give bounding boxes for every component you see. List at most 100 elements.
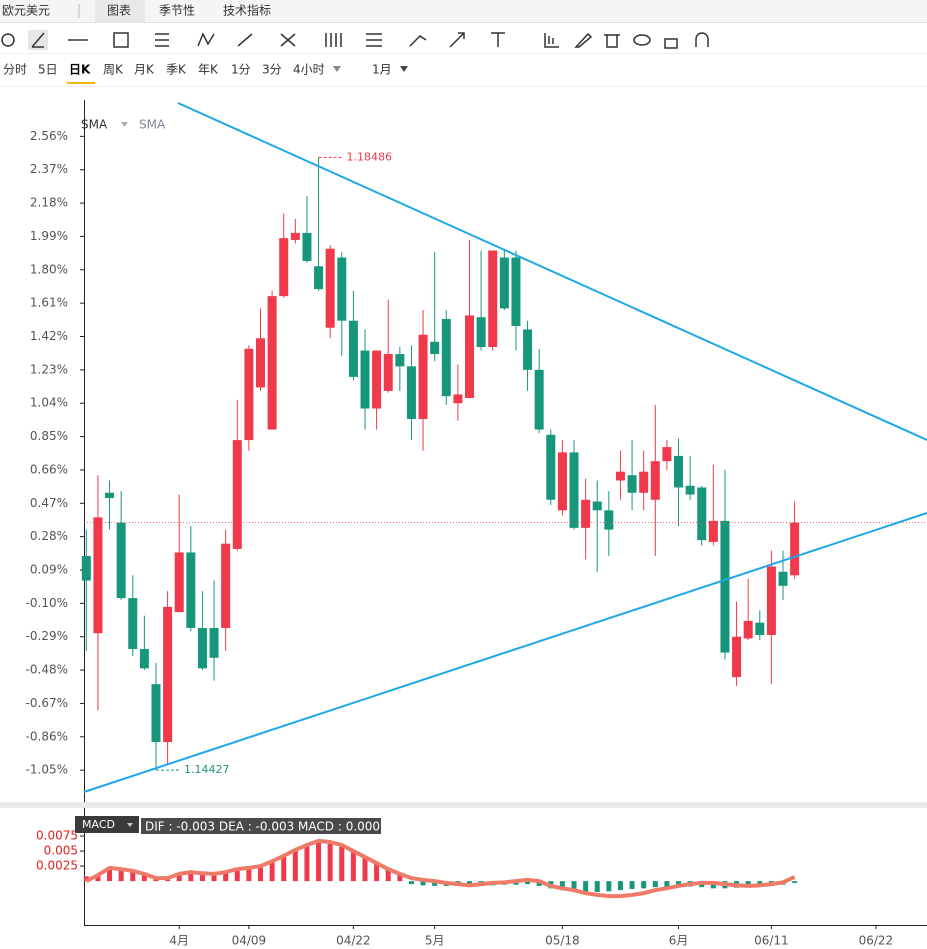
histogram-bar	[617, 881, 623, 891]
candle-body	[221, 543, 231, 628]
x-tick-label: 5月	[425, 934, 445, 948]
histogram-bar	[211, 873, 217, 882]
histogram-bar	[792, 881, 798, 883]
trend-line[interactable]	[177, 102, 927, 441]
period[interactable]: 日K	[69, 63, 91, 77]
histogram-bar	[583, 881, 589, 892]
tool-icon[interactable]	[604, 34, 620, 48]
macd-line	[85, 838, 796, 899]
badge-bg[interactable]	[75, 816, 139, 833]
candle-body	[615, 471, 625, 481]
legend-bg	[141, 818, 381, 834]
candle-body	[290, 232, 300, 240]
tool-icon[interactable]	[449, 32, 465, 48]
macd-badge[interactable]: MACD	[82, 818, 115, 831]
period[interactable]: 1分	[231, 63, 251, 77]
candle-body	[488, 250, 498, 348]
y-tick-label: 1.99%	[30, 229, 68, 243]
tab[interactable]: 技术指标	[223, 3, 271, 18]
y-tick-label: 2.37%	[30, 162, 68, 176]
tool-icon[interactable]	[197, 32, 215, 47]
active-tab-bg	[95, 0, 145, 22]
tool-icon[interactable]	[280, 33, 296, 47]
y-tick-label: 0.85%	[30, 429, 68, 443]
y-tick-label: 0.0025	[36, 859, 78, 873]
period[interactable]: 4小时	[293, 63, 325, 77]
y-tick-label: 1.04%	[30, 396, 68, 410]
tool-icon[interactable]	[633, 34, 651, 46]
histogram-bar	[234, 869, 240, 882]
tab-bar	[0, 0, 927, 22]
histogram-bar	[83, 876, 89, 882]
tool-icon[interactable]	[31, 32, 45, 48]
candle-body	[244, 348, 254, 441]
histogram-bar	[199, 873, 205, 882]
tool-icon[interactable]	[113, 32, 129, 48]
period[interactable]: 分时	[3, 63, 27, 77]
tab[interactable]: 季节性	[159, 4, 195, 18]
tool-icon[interactable]	[544, 33, 559, 48]
tool-icon[interactable]	[574, 32, 593, 48]
tab[interactable]: 图表	[107, 4, 131, 18]
tool-icon[interactable]	[1, 33, 15, 47]
histogram-bar	[130, 870, 136, 882]
candle-body	[383, 354, 393, 391]
dropdown-arrow[interactable]	[127, 823, 133, 827]
tool-icon[interactable]	[695, 32, 709, 47]
candle-body	[569, 452, 579, 528]
x-tick-label: 4月	[169, 934, 189, 948]
tool-icon[interactable]	[491, 32, 505, 47]
trend-line[interactable]	[83, 512, 927, 793]
x-tick-label: 04/09	[232, 934, 267, 948]
y-tick-label: 1.23%	[30, 362, 68, 376]
period[interactable]: 5日	[38, 63, 58, 77]
candle-body	[255, 338, 265, 388]
histogram-bar	[420, 881, 426, 886]
indicator-label[interactable]: SMA	[81, 118, 108, 132]
period[interactable]: 季K	[166, 63, 187, 77]
dropdown-arrow[interactable]	[121, 122, 128, 127]
histogram-bar	[652, 881, 658, 888]
y-tick-label: 1.80%	[30, 262, 68, 276]
candle-body	[81, 555, 91, 581]
histogram-bar	[176, 873, 182, 882]
period[interactable]: 月K	[134, 63, 155, 77]
main-plot: 2.56% 2.37% 2.18% 1.99% 1.80% 1.61% 1.42% 1.23%…	[26, 129, 927, 777]
candle-body	[93, 517, 103, 634]
histogram-bar	[141, 873, 147, 882]
dropdown-arrow	[333, 66, 341, 72]
tool-icon[interactable]	[409, 35, 427, 47]
tool-icon[interactable]	[664, 38, 678, 49]
candle-body	[279, 238, 289, 297]
period[interactable]: 周K	[103, 63, 124, 77]
period-underline	[67, 82, 95, 84]
indicator-label[interactable]: SMA	[139, 118, 166, 132]
candle-body	[720, 520, 730, 653]
high-label: 1.18486	[347, 150, 393, 163]
y-tick-label: 1.61%	[30, 296, 68, 310]
candle-body	[650, 461, 660, 500]
candle-body	[325, 248, 335, 328]
histogram-bar	[339, 845, 345, 882]
candle-body	[523, 329, 533, 370]
y-tick-label: 1.42%	[30, 329, 68, 343]
tool-icon[interactable]	[366, 33, 382, 47]
tool-icon[interactable]	[325, 33, 342, 47]
tool-icon[interactable]	[237, 33, 253, 47]
histogram-bar	[281, 855, 287, 882]
candle-body	[604, 510, 614, 530]
tool-icon[interactable]	[155, 33, 169, 47]
candle-body	[337, 257, 347, 321]
candle-body	[476, 317, 486, 348]
period[interactable]: 3分	[262, 63, 282, 77]
candle-body	[406, 366, 416, 420]
pane-separator	[0, 802, 927, 808]
period[interactable]: 年K	[198, 63, 219, 77]
y-tick-label: 0.09%	[30, 563, 68, 577]
candle-body	[116, 522, 126, 599]
histogram-bar	[571, 881, 577, 892]
candle-body	[546, 434, 556, 500]
range[interactable]: 1月	[372, 63, 392, 77]
histogram-bar	[525, 881, 531, 885]
